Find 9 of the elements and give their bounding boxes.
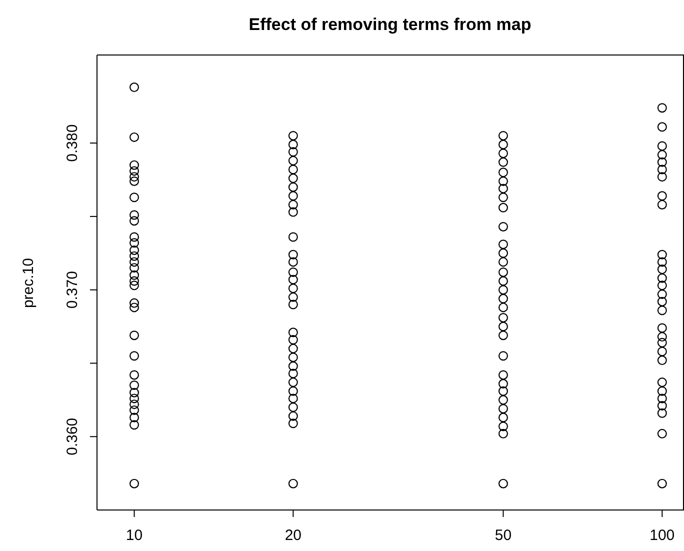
x-tick-label: 50: [494, 527, 512, 544]
y-tick-label: 0.360: [64, 418, 81, 456]
chart-title: Effect of removing terms from map: [248, 15, 532, 34]
x-tick-label: 10: [126, 527, 143, 544]
x-tick-label: 100: [650, 527, 675, 544]
y-tick-label: 0.380: [64, 124, 81, 162]
y-axis-title: prec.10: [20, 258, 37, 308]
y-tick-label: 0.370: [64, 271, 81, 309]
x-tick-label: 20: [284, 527, 302, 544]
